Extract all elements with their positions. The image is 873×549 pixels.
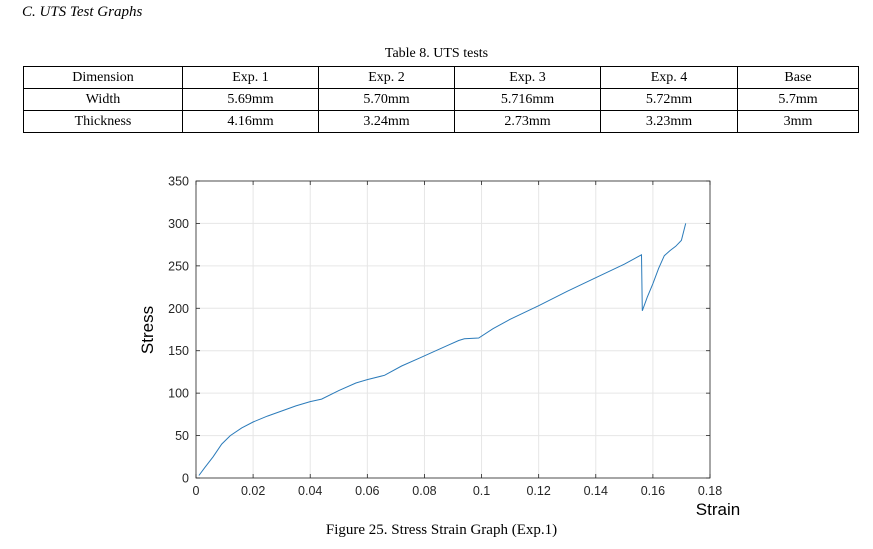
table-cell: 2.73mm (454, 110, 601, 133)
y-tick-label: 0 (182, 472, 189, 486)
y-tick-label: 250 (168, 259, 189, 273)
x-tick-label: 0.12 (526, 484, 550, 498)
y-tick-label: 50 (175, 429, 189, 443)
chart-grid (195, 180, 711, 479)
table-cell: 3mm (737, 110, 859, 133)
x-tick-label: 0.04 (298, 484, 322, 498)
uts-table: Dimension Exp. 1 Exp. 2 Exp. 3 Exp. 4 Ba… (23, 66, 859, 133)
figure-caption: Figure 25. Stress Strain Graph (Exp.1) (325, 522, 558, 538)
table-cell: Thickness (23, 110, 183, 133)
y-axis-label: Stress (138, 306, 157, 354)
x-tick-label: 0.18 (698, 484, 722, 498)
table-cell: 3.24mm (318, 110, 455, 133)
x-tick-label: 0.02 (241, 484, 265, 498)
x-tick-label: 0.08 (412, 484, 436, 498)
y-tick-label: 300 (168, 217, 189, 231)
table-row: Thickness 4.16mm 3.24mm 2.73mm 3.23mm 3m… (23, 110, 859, 133)
y-tick-label: 150 (168, 344, 189, 358)
plot-area-frame (195, 180, 711, 479)
series-line (198, 223, 687, 476)
table-cell: 4.16mm (182, 110, 319, 133)
y-tick-label: 350 (168, 175, 189, 189)
chart-ticks: 0 0.02 0.04 0.06 0.08 0.1 0.12 0.14 0.16 0.18 0 50 1… (168, 175, 722, 499)
x-tick-label: 0 (193, 484, 200, 498)
table-row: Width 5.69mm 5.70mm 5.716mm 5.72mm 5.7mm (23, 88, 859, 111)
x-axis-label: Strain (696, 500, 740, 519)
x-tick-label: 0.14 (584, 484, 608, 498)
table-cell: 3.23mm (600, 110, 738, 133)
x-tick-label: 0.1 (473, 484, 490, 498)
table-caption: Table 8. UTS tests (384, 46, 489, 61)
table-cell: 5.70mm (318, 88, 455, 111)
x-tick-label: 0.06 (355, 484, 379, 498)
section-heading: C. UTS Test Graphs (22, 4, 143, 20)
y-tick-label: 100 (168, 387, 189, 401)
y-tick-label: 200 (168, 302, 189, 316)
x-tick-label: 0.16 (641, 484, 665, 498)
